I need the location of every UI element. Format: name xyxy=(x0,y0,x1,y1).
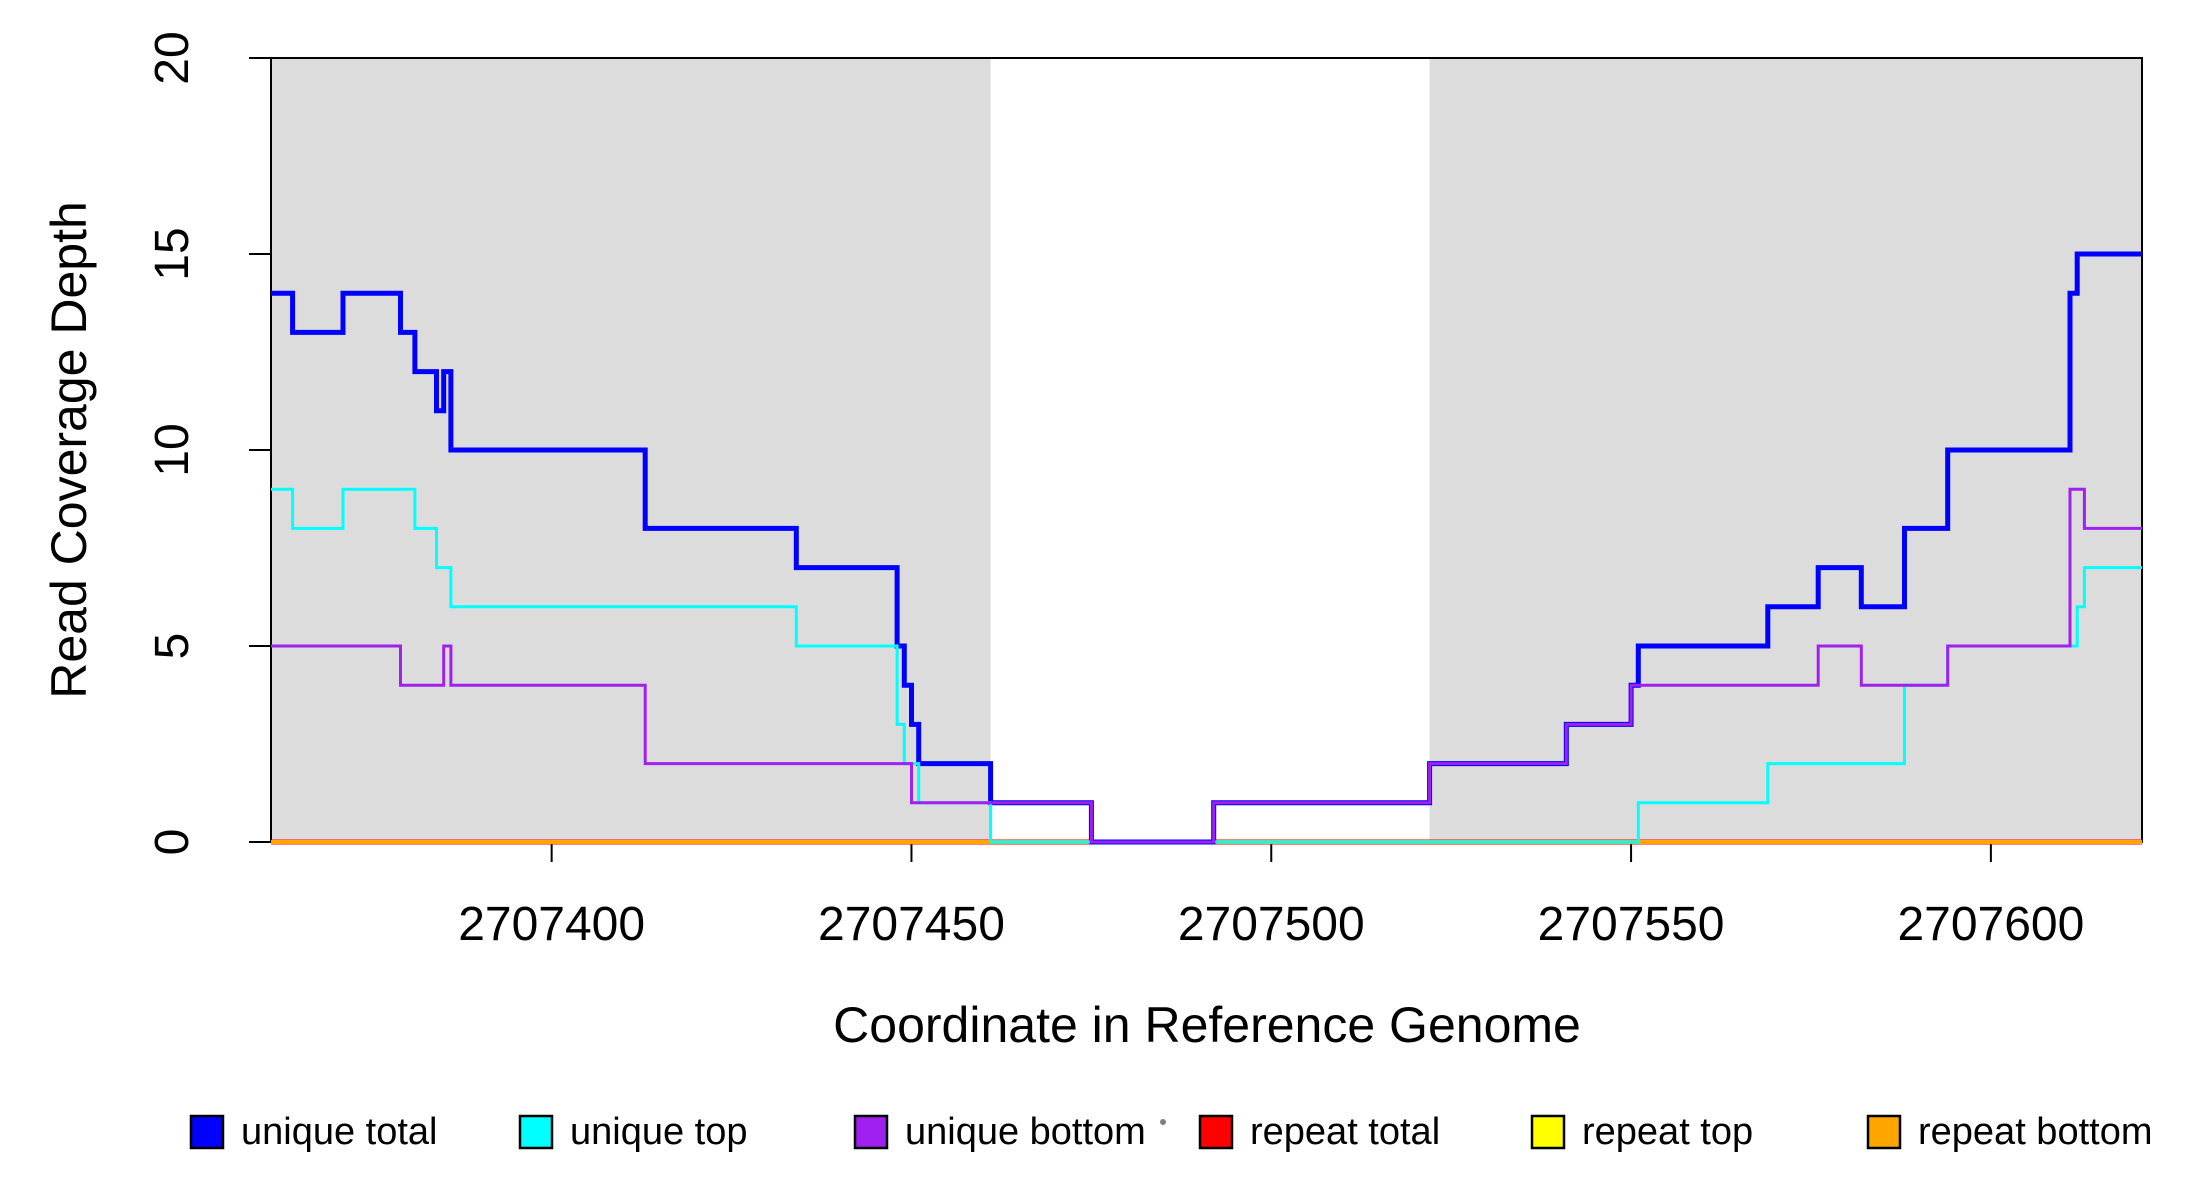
legend-swatch-unique-bottom xyxy=(853,1114,889,1150)
x-tick-label: 2707400 xyxy=(458,898,645,951)
y-axis-title: Read Coverage Depth xyxy=(41,201,97,699)
x-tick-label: 2707450 xyxy=(818,898,1005,951)
legend-swatch-unique-total xyxy=(189,1114,225,1150)
y-tick-label: 20 xyxy=(146,31,199,84)
x-axis-title: Coordinate in Reference Genome xyxy=(833,997,1581,1053)
y-axis: 0 5 10 15 20 xyxy=(146,31,271,855)
series-line-unique-total xyxy=(271,251,2142,845)
legend-item: repeat bottom xyxy=(1866,1111,2152,1153)
legend-item: repeat total xyxy=(1198,1111,1440,1153)
legend-label: repeat top xyxy=(1582,1111,1753,1153)
x-axis: 2707400 2707450 2707500 2707550 2707600 xyxy=(458,842,2084,951)
x-tick-label: 2707600 xyxy=(1897,898,2084,951)
legend-label: unique bottom xyxy=(905,1111,1146,1153)
legend-label: unique total xyxy=(241,1111,438,1153)
y-tick-label: 5 xyxy=(146,633,199,660)
stray-point-artifact xyxy=(1160,1119,1166,1125)
legend-swatch-unique-top xyxy=(518,1114,554,1150)
x-tick-label: 2707500 xyxy=(1178,898,1365,951)
y-tick-label: 15 xyxy=(146,227,199,280)
legend-item: repeat top xyxy=(1530,1111,1753,1153)
legend-label: unique top xyxy=(570,1111,748,1153)
y-tick-label: 10 xyxy=(146,423,199,476)
legend-item: unique total xyxy=(189,1111,438,1153)
legend-swatch-repeat-bottom xyxy=(1866,1114,1902,1150)
series-line-unique-bottom xyxy=(271,487,2142,844)
legend-label: repeat total xyxy=(1250,1111,1440,1153)
legend: unique total unique top unique bottom repea… xyxy=(189,1111,2152,1153)
legend-swatch-repeat-total xyxy=(1198,1114,1234,1150)
legend-label: repeat bottom xyxy=(1918,1111,2152,1153)
legend-item: unique bottom xyxy=(853,1111,1146,1153)
x-tick-label: 2707550 xyxy=(1538,898,1725,951)
series-lines-layer xyxy=(271,251,2142,845)
legend-swatch-repeat-top xyxy=(1530,1114,1566,1150)
y-tick-label: 0 xyxy=(146,829,199,856)
legend-item: unique top xyxy=(518,1111,748,1153)
